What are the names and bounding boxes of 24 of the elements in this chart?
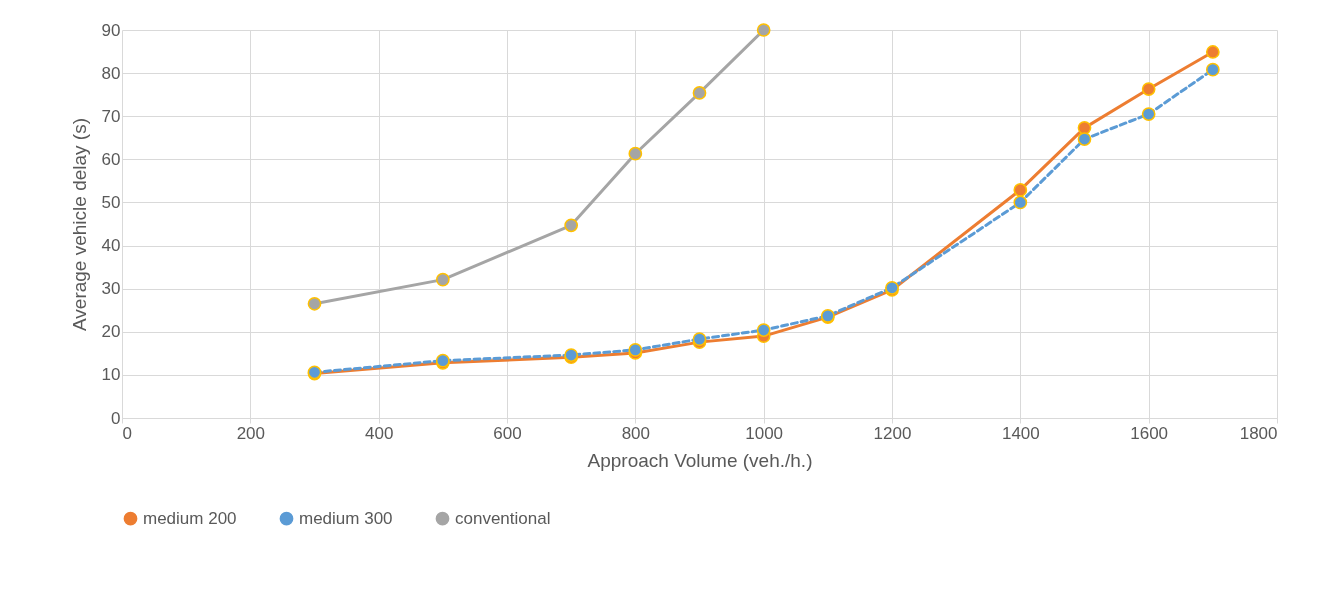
y-tick-label: 50 bbox=[101, 192, 121, 212]
x-axis-title: Approach Volume (veh./h.) bbox=[587, 449, 813, 471]
x-tick-label: 600 bbox=[493, 423, 522, 443]
y-tick-label: 40 bbox=[101, 236, 121, 256]
y-tick-label: 10 bbox=[101, 365, 121, 385]
legend-label: conventional bbox=[455, 508, 551, 528]
y-tick-label: 30 bbox=[101, 279, 121, 299]
x-tick-label: 200 bbox=[236, 423, 266, 443]
x-tick-label: 1600 bbox=[1130, 423, 1169, 443]
x-tick-label: 800 bbox=[621, 423, 651, 443]
y-tick-label: 90 bbox=[101, 20, 121, 40]
y-axis-title: Average vehicle delay (s) bbox=[68, 118, 90, 331]
legend-label: medium 300 bbox=[299, 508, 393, 528]
x-tick-label: 400 bbox=[364, 423, 394, 443]
y-tick-label: 20 bbox=[101, 322, 121, 342]
y-tick-label: 60 bbox=[101, 149, 121, 169]
x-tick-label: 1400 bbox=[1001, 423, 1040, 443]
y-tick-label: 0 bbox=[111, 408, 121, 428]
y-tick-label: 70 bbox=[101, 106, 121, 126]
legend-label: medium 200 bbox=[143, 508, 237, 528]
x-tick-label: 1200 bbox=[873, 423, 912, 443]
y-tick-label: 80 bbox=[101, 63, 121, 83]
x-tick-label: 1800 bbox=[1239, 423, 1278, 443]
x-tick-label: 1000 bbox=[745, 423, 784, 443]
